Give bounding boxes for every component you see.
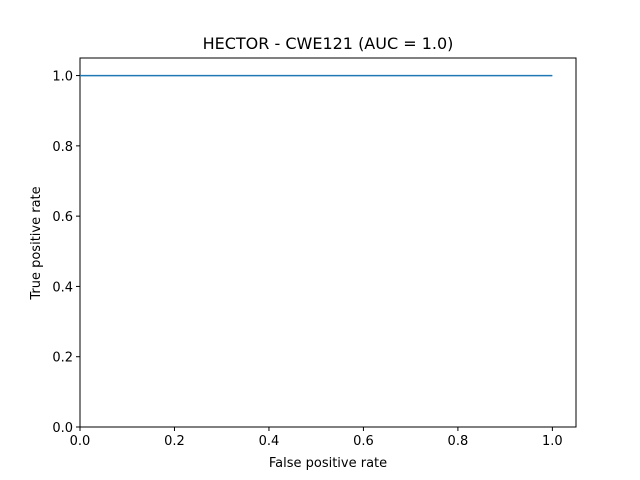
- x-tick-label: 0.0: [70, 434, 91, 449]
- y-axis-label: True positive rate: [29, 186, 44, 300]
- x-axis-ticks: 0.0 0.2 0.4 0.6 0.8 1.0: [70, 427, 563, 449]
- x-tick-label: 1.0: [542, 434, 563, 449]
- x-tick-label: 0.8: [448, 434, 469, 449]
- y-tick-label: 0.8: [52, 140, 73, 155]
- x-tick-label: 0.2: [164, 434, 185, 449]
- y-tick-label: 0.2: [52, 351, 73, 366]
- plot-area: [79, 57, 577, 428]
- x-tick-label: 0.4: [259, 434, 280, 449]
- y-axis-ticks: 0.0 0.2 0.4 0.6 0.8 1.0: [52, 70, 80, 436]
- y-tick-label: 0.6: [52, 210, 73, 225]
- x-tick-label: 0.6: [353, 434, 374, 449]
- y-tick-label: 0.4: [52, 280, 73, 295]
- y-tick-label: 1.0: [52, 70, 73, 85]
- y-tick-label: 0.0: [52, 421, 73, 436]
- x-axis-label: False positive rate: [269, 456, 387, 471]
- axes-frame: [79, 57, 577, 428]
- chart-title: HECTOR - CWE121 (AUC = 1.0): [203, 34, 454, 53]
